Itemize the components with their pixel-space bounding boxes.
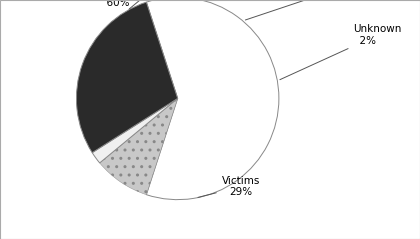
Wedge shape: [92, 98, 178, 163]
Wedge shape: [76, 2, 178, 153]
Text: Unknown
  2%: Unknown 2%: [280, 24, 402, 80]
Wedge shape: [100, 98, 178, 195]
Text: Other
  9%: Other 9%: [245, 0, 383, 20]
Wedge shape: [147, 0, 279, 200]
Text: Victims
29%: Victims 29%: [198, 176, 260, 197]
Text: Unsubstantiated
  60%: Unsubstantiated 60%: [100, 0, 186, 9]
